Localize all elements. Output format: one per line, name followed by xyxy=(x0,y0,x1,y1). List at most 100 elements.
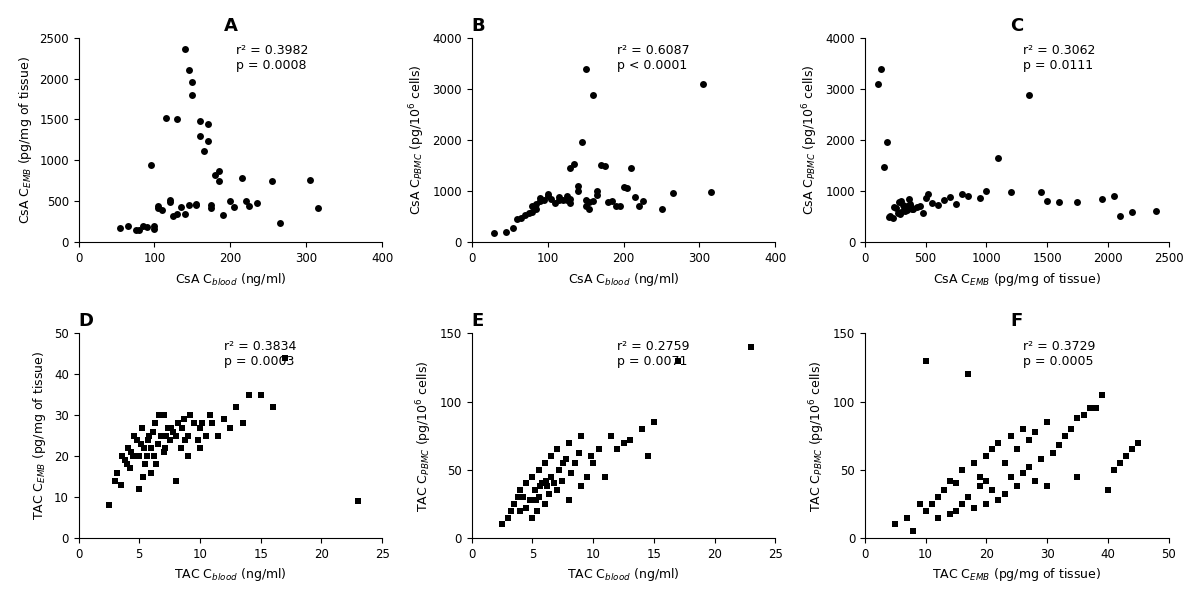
Point xyxy=(527,199,546,209)
Point xyxy=(497,227,516,237)
Point xyxy=(581,451,600,461)
Point xyxy=(1013,468,1032,478)
Point xyxy=(154,448,173,457)
Point xyxy=(523,202,542,211)
Point xyxy=(1128,438,1147,448)
Point xyxy=(166,476,185,485)
X-axis label: TAC C$_{blood}$ (ng/ml): TAC C$_{blood}$ (ng/ml) xyxy=(174,566,287,583)
Point xyxy=(877,137,896,147)
Point xyxy=(511,213,530,223)
Point xyxy=(106,476,125,485)
Point xyxy=(535,499,554,509)
Point xyxy=(179,451,198,461)
Point xyxy=(557,196,576,205)
Point xyxy=(983,445,1002,454)
Point xyxy=(953,499,972,509)
Point xyxy=(168,209,187,219)
Point xyxy=(175,415,194,424)
Point xyxy=(550,196,569,205)
Point xyxy=(276,353,295,363)
Point xyxy=(143,427,162,436)
Point xyxy=(880,212,899,221)
Point xyxy=(941,193,960,202)
Point xyxy=(523,513,542,523)
Point xyxy=(182,90,202,100)
Point xyxy=(224,202,244,212)
Point xyxy=(894,203,913,212)
Point xyxy=(995,458,1014,468)
Point xyxy=(210,176,229,185)
Point xyxy=(149,203,168,212)
Point xyxy=(918,190,937,199)
Point xyxy=(977,451,996,461)
Point xyxy=(541,472,560,481)
Point xyxy=(971,481,990,491)
Point xyxy=(959,370,978,379)
Y-axis label: TAC C$_{PBMC}$ (pg/10$^{6}$ cells): TAC C$_{PBMC}$ (pg/10$^{6}$ cells) xyxy=(808,360,827,512)
Point xyxy=(205,170,224,179)
Point xyxy=(185,419,204,428)
Y-axis label: CsA C$_{PBMC}$ (pg/10$^{6}$ cells): CsA C$_{PBMC}$ (pg/10$^{6}$ cells) xyxy=(407,65,427,215)
Point xyxy=(1031,187,1050,196)
Point xyxy=(308,203,328,212)
Point xyxy=(203,419,222,428)
Point xyxy=(895,206,914,215)
Point xyxy=(541,451,560,461)
Point xyxy=(569,449,588,458)
Point xyxy=(138,435,157,445)
Point xyxy=(881,211,900,220)
Point xyxy=(610,202,629,211)
Point xyxy=(239,390,258,400)
Point xyxy=(916,506,935,515)
Point xyxy=(1007,481,1026,491)
Point xyxy=(240,202,259,211)
Point xyxy=(515,211,534,220)
Point xyxy=(983,485,1002,495)
Point xyxy=(137,223,156,232)
Point xyxy=(511,506,530,515)
Point xyxy=(977,499,996,509)
Point xyxy=(1122,445,1141,454)
Point xyxy=(632,424,652,434)
Point xyxy=(941,476,960,485)
Point xyxy=(191,443,210,453)
Point xyxy=(899,194,918,203)
Point xyxy=(1019,435,1038,445)
Point xyxy=(504,223,523,233)
Point xyxy=(545,479,564,488)
Y-axis label: TAC C$_{EMB}$ (pg/mg of tissue): TAC C$_{EMB}$ (pg/mg of tissue) xyxy=(31,351,48,520)
Point xyxy=(126,225,145,235)
Point xyxy=(120,464,139,473)
Point xyxy=(191,423,210,433)
Point xyxy=(197,431,216,440)
Point xyxy=(530,481,550,491)
Point xyxy=(142,160,161,170)
Point xyxy=(175,44,194,54)
Point xyxy=(148,439,167,449)
Point xyxy=(1025,427,1044,436)
Text: B: B xyxy=(472,17,485,35)
Point xyxy=(530,193,550,203)
Point xyxy=(155,443,174,453)
Point xyxy=(595,472,614,481)
Point xyxy=(527,204,546,214)
Point xyxy=(1013,424,1032,434)
Point xyxy=(898,202,917,211)
Point xyxy=(989,154,1008,163)
Point xyxy=(517,479,536,488)
Point xyxy=(989,495,1008,505)
Point xyxy=(995,490,1014,499)
X-axis label: CsA C$_{blood}$ (ng/ml): CsA C$_{blood}$ (ng/ml) xyxy=(568,271,679,287)
Point xyxy=(884,203,904,212)
Point xyxy=(520,208,539,217)
Point xyxy=(163,427,182,436)
Point xyxy=(559,438,578,448)
Point xyxy=(168,419,187,428)
Point xyxy=(145,224,164,234)
Point xyxy=(158,423,178,433)
Point xyxy=(538,189,557,199)
Point xyxy=(553,195,572,205)
Point xyxy=(583,197,602,206)
Point xyxy=(742,342,761,352)
Point xyxy=(959,493,978,502)
